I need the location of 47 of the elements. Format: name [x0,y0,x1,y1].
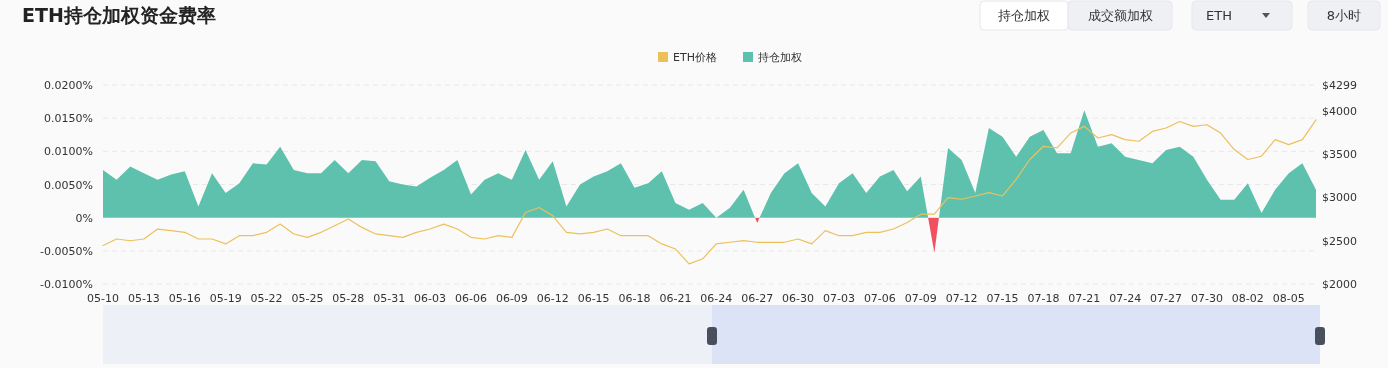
legend-label: ETH价格 [673,51,717,64]
x-tick-label: 07-18 [1027,292,1060,305]
x-tick-label: 08-05 [1272,292,1305,305]
x-tick-label: 07-27 [1150,292,1183,305]
x-tick-label: 07-09 [904,292,937,305]
x-tick-label: 08-02 [1231,292,1264,305]
y-tick-label: 0.0200% [44,79,93,92]
x-tick-label: 07-21 [1068,292,1101,305]
x-tick-label: 06-18 [618,292,651,305]
x-tick-label: 05-19 [209,292,242,305]
y-tick-label: -0.0100% [40,278,93,291]
x-tick-label: 06-03 [414,292,447,305]
y-tick-label: 0.0050% [44,178,93,192]
x-tick-label: 05-28 [332,292,365,305]
x-tick-label: 07-24 [1109,292,1142,305]
x-tick-label: 07-06 [863,292,896,305]
x-tick-label: 07-03 [822,292,855,305]
x-tick-label: 05-16 [168,292,201,305]
y-tick-label: -0.0050% [40,244,93,258]
x-tick-label: 05-10 [87,292,119,305]
x-tick-label: 05-31 [373,292,406,305]
y2-tick-label: $3500 [1322,148,1357,162]
y-tick-label: 0% [75,211,93,225]
chart-title: ETH持仓加权资金费率 [22,4,216,26]
x-tick-label: 06-30 [782,292,815,305]
x-tick-label: 06-12 [536,292,569,305]
y-tick-label: 0.0100% [44,145,93,159]
x-tick-label: 07-30 [1190,292,1223,305]
x-tick-label: 05-22 [250,292,283,305]
x-tick-label: 06-24 [700,292,733,305]
y2-tick-label: $4000 [1322,104,1357,118]
x-tick-label: 05-25 [291,292,324,305]
y2-tick-label: $2500 [1322,234,1357,248]
x-tick-label: 06-27 [741,292,774,305]
x-tick-label: 07-12 [945,292,978,305]
y2-tick-label: $4299 [1322,79,1357,92]
x-tick-label: 05-13 [127,292,160,305]
controls: 持仓加权 成交额加权 ETH 8小时 [979,0,1381,31]
x-tick-label: 06-09 [495,292,528,305]
legend-label: 持仓加权 [758,51,802,64]
x-tick-label: 06-06 [455,292,487,305]
y-tick-label: 0.0150% [44,112,93,126]
y2-tick-label: $2000 [1322,278,1357,291]
x-tick-label: 06-15 [577,292,610,305]
x-tick-label: 06-21 [659,292,692,305]
x-tick-label: 07-15 [986,292,1019,305]
y2-tick-label: $3000 [1322,191,1357,205]
